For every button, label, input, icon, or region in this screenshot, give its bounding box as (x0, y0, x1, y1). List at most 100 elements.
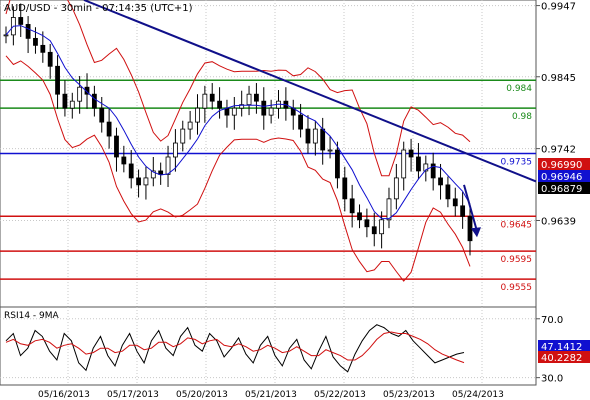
candle-body (99, 107, 105, 123)
candle-body (349, 198, 355, 214)
candle-body (423, 163, 429, 172)
candle-body (357, 212, 362, 221)
rsi-grid (0, 307, 536, 385)
candle-body (91, 93, 97, 109)
candle-body (55, 65, 60, 95)
horizontal-levels: 0.984 0.98 0.9735 0.9645 0.9595 0.9555 (0, 79, 536, 293)
candle-body (69, 100, 75, 109)
main-y-axis: 0.9947 0.9845 0.9742 0.9639 (536, 2, 576, 227)
x-axis: 05/16/2013 05/17/2013 05/20/2013 05/21/2013… (38, 390, 504, 400)
y-tick-label: 0.9639 (541, 216, 576, 227)
candle-body (261, 100, 267, 116)
candle-body (33, 37, 38, 46)
rsi-ma-line (5, 331, 465, 364)
candle-body (386, 198, 392, 221)
main-panel: 0.984 0.98 0.9735 0.9645 0.9595 0.9555 AUD/US… (0, 0, 590, 308)
candle-body (209, 93, 215, 102)
rsi-y-axis: 70.0 30.0 (536, 315, 563, 385)
candles (3, 0, 473, 282)
x-tick-label: 05/24/2013 (452, 390, 504, 400)
resistance-trendline (83, 0, 537, 183)
candle-body (298, 114, 304, 130)
candle-body (445, 184, 451, 200)
level-label: 0.9735 (501, 158, 533, 168)
candle-body (224, 107, 230, 116)
candle-body (47, 51, 53, 67)
candle-body (268, 107, 274, 116)
candle-body (371, 226, 377, 235)
level-label: 0.984 (506, 84, 532, 94)
candle-body (460, 205, 466, 217)
candle-body (393, 177, 399, 200)
rsi-y-tick-label: 30.0 (541, 374, 563, 385)
rsi-tag-box (538, 351, 590, 363)
candle-body (187, 121, 193, 130)
price-tag-box (538, 182, 590, 194)
x-tick-label: 05/17/2013 (107, 390, 159, 400)
candle-body (452, 198, 458, 207)
candle-body (312, 128, 318, 144)
rsi-tag-box (538, 340, 590, 352)
candle-body (379, 219, 385, 235)
rsi-y-tick-label: 70.0 (541, 315, 563, 326)
x-tick-label: 05/23/2013 (383, 390, 435, 400)
level-label: 0.9595 (501, 255, 533, 265)
candle-body (401, 149, 407, 179)
rsi-line (5, 324, 465, 373)
rsi-tag-label: 47.1412 (541, 342, 582, 353)
candle-body (408, 149, 414, 158)
x-tick-label: 05/21/2013 (245, 390, 297, 400)
candle-body (3, 34, 9, 37)
candle-body (128, 163, 134, 179)
upper-band-line (5, 0, 471, 177)
candle-body (84, 86, 90, 95)
candle-body (217, 100, 222, 109)
candle-body (114, 135, 119, 158)
candle-body (335, 149, 340, 179)
candle-body (25, 24, 31, 39)
level-label: 0.9645 (501, 220, 533, 230)
candle-body (246, 93, 252, 106)
candle-body (254, 93, 259, 102)
moving-average-line (5, 25, 471, 220)
candle-body (364, 219, 370, 228)
forecast-arrow-head (471, 227, 481, 238)
candle-body (77, 86, 83, 102)
candle-body (106, 121, 112, 137)
rsi-lines (5, 324, 465, 373)
level-label: 0.98 (512, 112, 532, 122)
candle-body (438, 177, 443, 186)
candle-body (327, 149, 333, 152)
rsi-tag-label: 40.2282 (541, 353, 582, 364)
level-label: 0.9555 (501, 283, 533, 293)
candle-body (150, 170, 156, 179)
rsi-chart-title: RSI14 - 9MA (4, 311, 60, 321)
candle-body (430, 163, 436, 179)
candle-body (180, 128, 186, 144)
candle-body (231, 107, 237, 116)
price-tag-label: 0.96879 (541, 184, 582, 195)
candle-body (40, 44, 46, 53)
candle-body (165, 156, 171, 175)
price-tag-box (538, 158, 590, 170)
x-tick-label: 05/16/2013 (38, 390, 90, 400)
y-tick-label: 0.9947 (541, 2, 576, 13)
main-chart-title: AUD/USD - 30min - 07:14:35 (UTC+1) (4, 3, 193, 14)
candle-body (136, 177, 141, 186)
lower-band-line (5, 55, 471, 282)
candle-body (342, 177, 348, 200)
y-tick-label: 0.9845 (541, 73, 576, 84)
candle-body (416, 156, 421, 172)
candle-body (158, 170, 164, 175)
candle-body (320, 128, 326, 151)
x-tick-label: 05/20/2013 (176, 390, 228, 400)
y-tick-label: 0.9742 (541, 145, 576, 156)
price-tag-label: 0.96946 (541, 172, 582, 183)
candle-body (305, 128, 311, 144)
price-tag-label: 0.96990 (541, 160, 582, 171)
